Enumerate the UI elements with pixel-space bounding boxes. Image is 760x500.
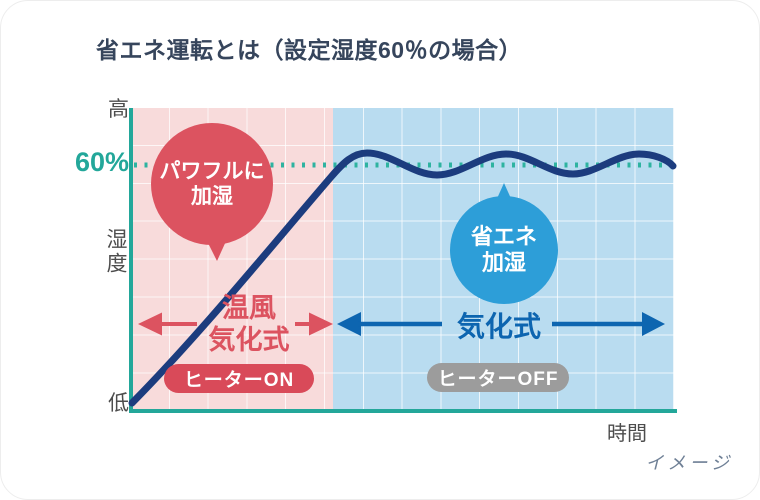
y-axis-label-low: 低	[108, 392, 129, 415]
page-title: 省エネ運転とは（設定湿度60％の場合）	[96, 37, 523, 63]
heater-on-badge: ヒーターON	[164, 364, 314, 393]
x-axis-line	[129, 409, 677, 413]
eco-humidify-line1: 省エネ	[470, 223, 537, 249]
powerful-humidify-balloon: パワフルに 加湿	[151, 123, 273, 245]
powerful-humidify-line2: 加湿	[191, 185, 233, 208]
eco-humidify-balloon: 省エネ 加湿	[450, 196, 558, 304]
x-axis-title: 時間	[607, 423, 647, 445]
heated-range-line1: 温風	[222, 293, 276, 323]
heater-off-badge: ヒーターOFF	[427, 363, 569, 392]
powerful-humidify-line1: パワフルに	[159, 159, 265, 183]
y-axis-setpoint-label: 60%	[74, 147, 129, 177]
y-axis-label-high: 高	[108, 98, 129, 121]
y-axis-title: 湿度	[104, 228, 127, 276]
eco-phase-range-label: 気化式	[456, 311, 541, 342]
heated-phase-range-label: 温風 気化式	[193, 293, 305, 357]
heated-range-line2: 気化式	[208, 324, 290, 355]
eco-humidify-line2: 加湿	[481, 250, 526, 275]
image-disclaimer-note: イメージ	[645, 453, 733, 473]
